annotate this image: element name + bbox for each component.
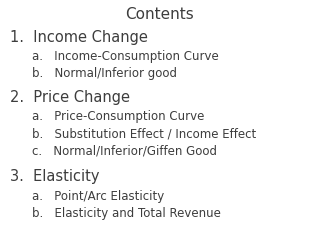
Text: b.   Elasticity and Total Revenue: b. Elasticity and Total Revenue xyxy=(32,207,221,220)
Text: b.   Normal/Inferior good: b. Normal/Inferior good xyxy=(32,67,177,80)
Text: 2.  Price Change: 2. Price Change xyxy=(10,90,130,105)
Text: c.   Normal/Inferior/Giffen Good: c. Normal/Inferior/Giffen Good xyxy=(32,145,217,158)
Text: a.   Price-Consumption Curve: a. Price-Consumption Curve xyxy=(32,110,204,123)
Text: Contents: Contents xyxy=(126,7,194,22)
Text: 1.  Income Change: 1. Income Change xyxy=(10,30,148,45)
Text: a.   Point/Arc Elasticity: a. Point/Arc Elasticity xyxy=(32,190,164,203)
Text: 3.  Elasticity: 3. Elasticity xyxy=(10,169,99,184)
Text: b.   Substitution Effect / Income Effect: b. Substitution Effect / Income Effect xyxy=(32,128,256,141)
Text: a.   Income-Consumption Curve: a. Income-Consumption Curve xyxy=(32,50,219,63)
